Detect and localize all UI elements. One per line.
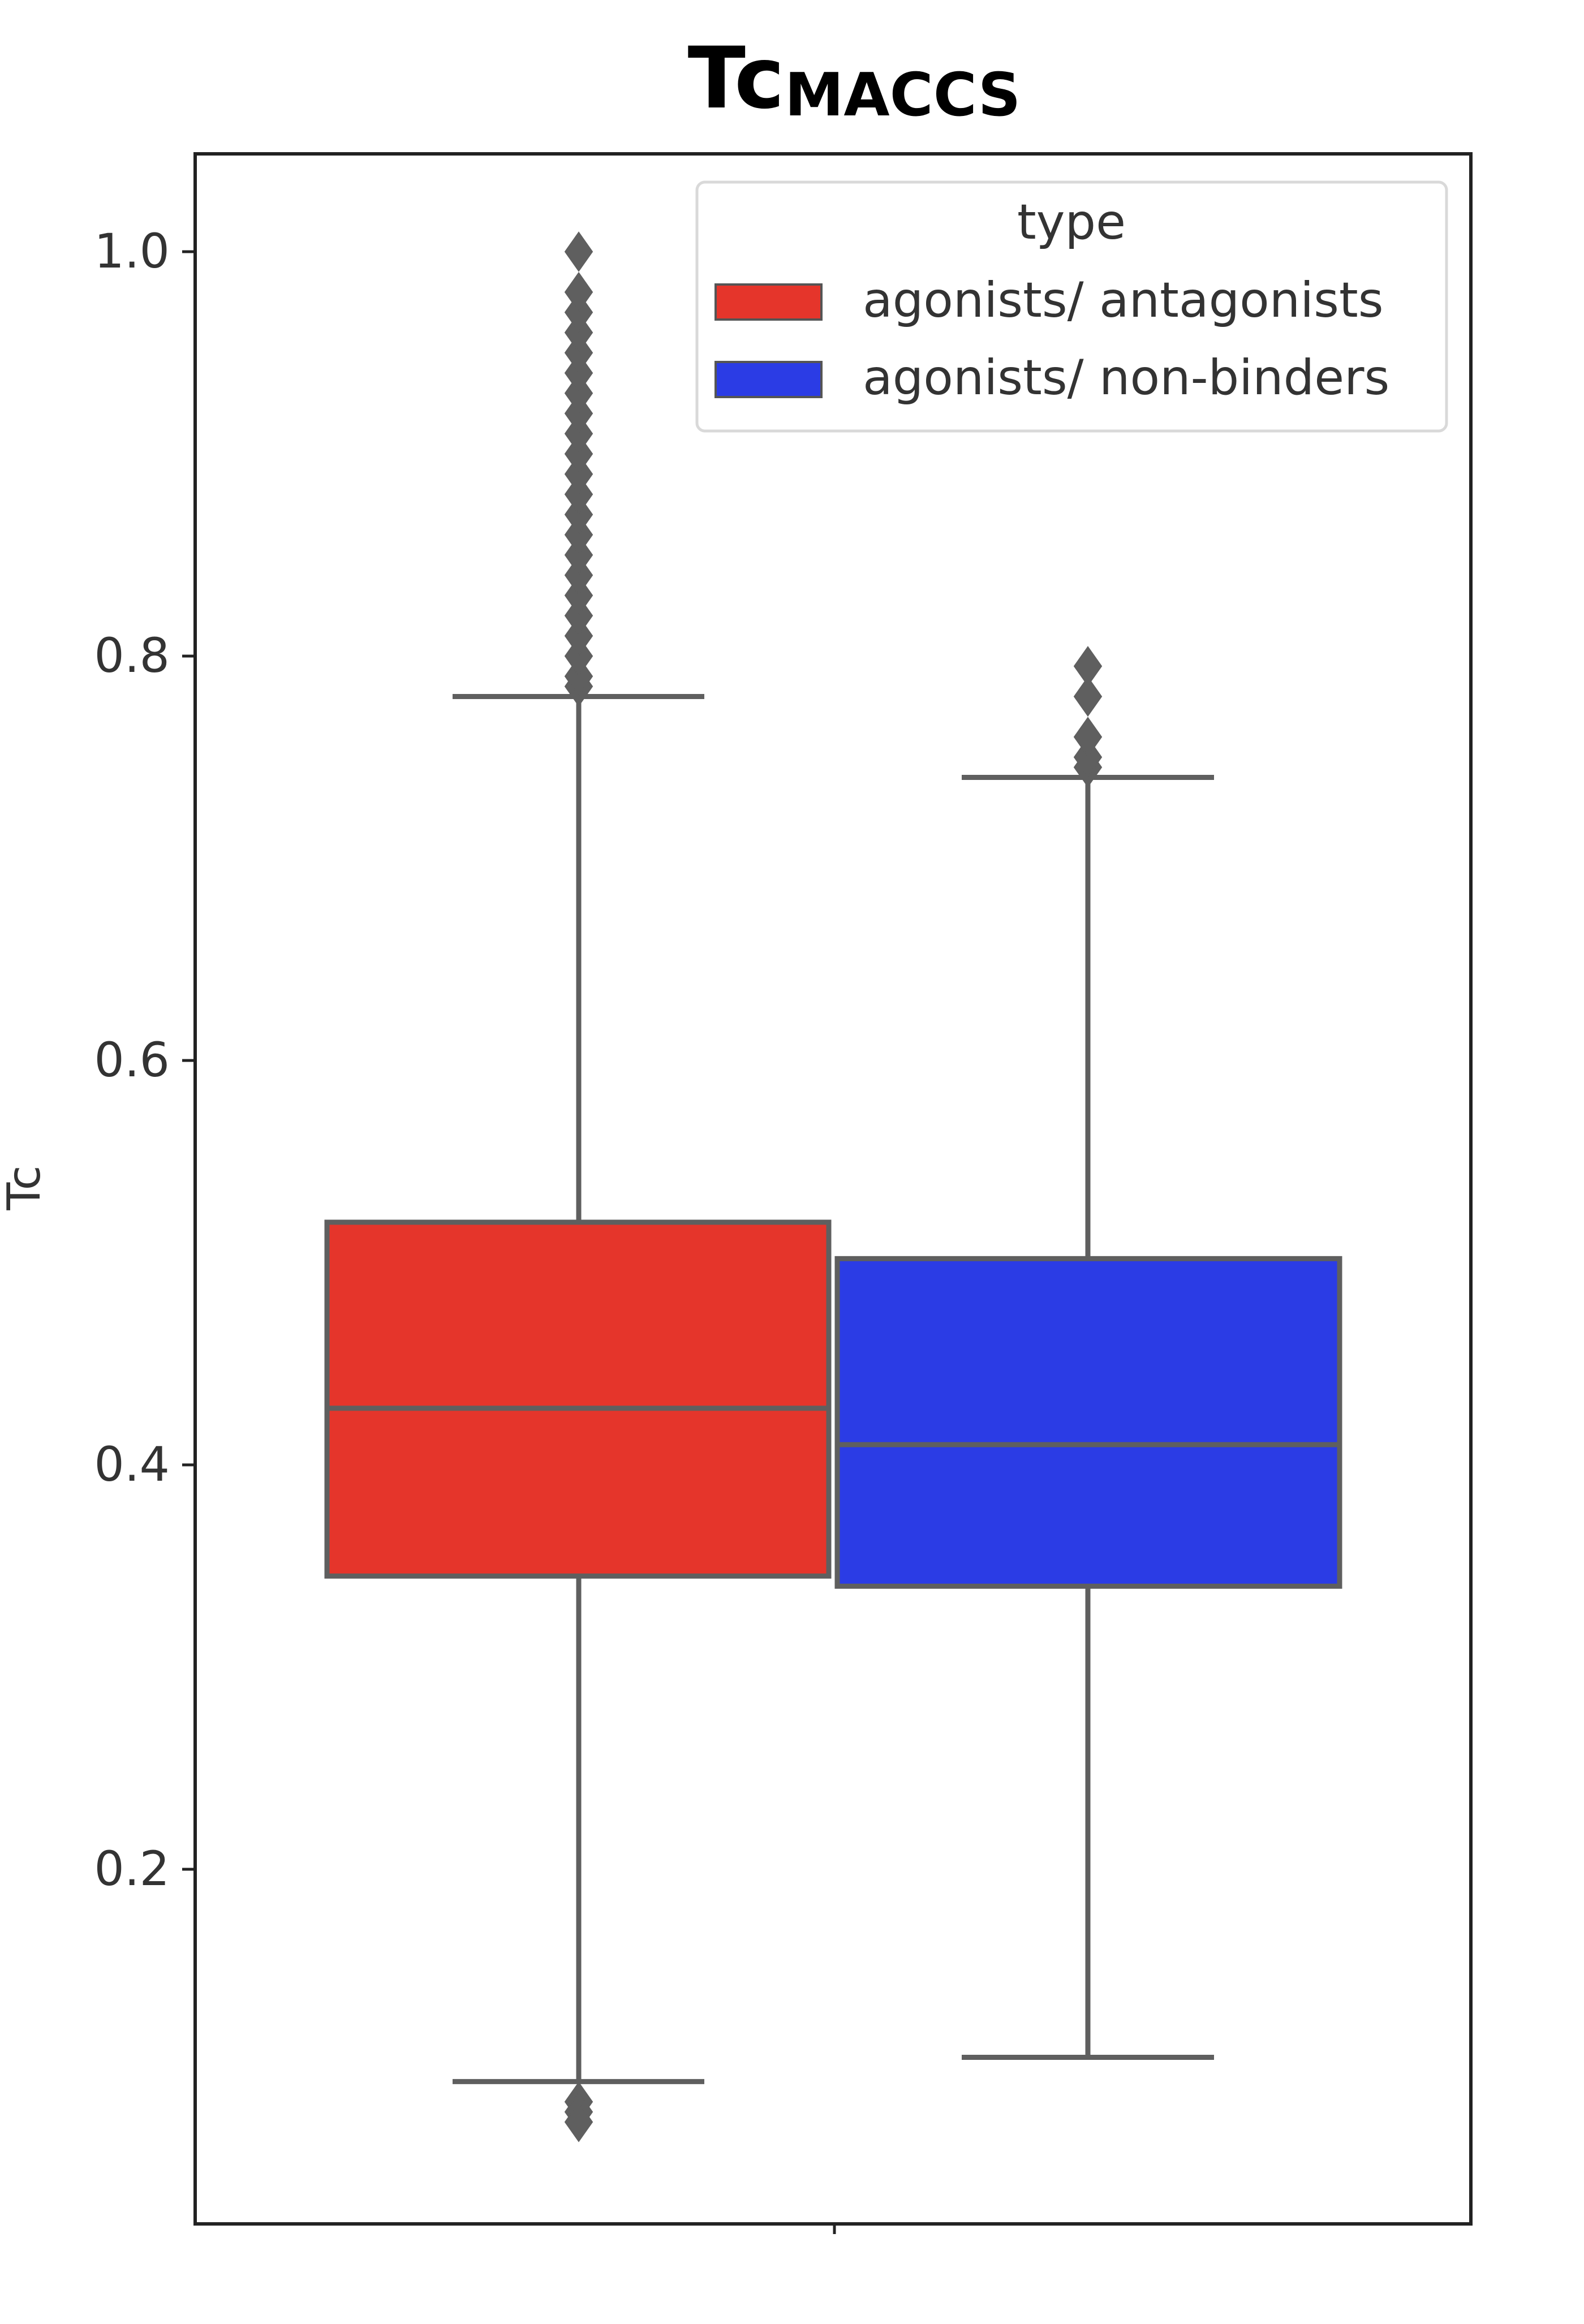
outlier-point-agonists-non-binders xyxy=(1073,737,1103,778)
outlier-point-agonists-antagonists xyxy=(564,656,593,697)
y-tick-label: 0.2 xyxy=(94,1841,170,1896)
y-axis-ticks: 0.2 0.4 0.6 0.8 1.0 xyxy=(94,223,195,1896)
outlier-point-agonists-antagonists xyxy=(564,333,593,373)
plot-frame xyxy=(193,152,1473,2226)
outlier-point-agonists-antagonists xyxy=(564,433,593,475)
box-agonists-antagonists xyxy=(324,1219,832,1579)
legend-label-agonists-antagonists: agonists/ antagonists xyxy=(863,272,1384,329)
legend-title: type xyxy=(1017,194,1126,251)
outlier-point-agonists-non-binders xyxy=(1073,646,1103,687)
outlier-point-agonists-antagonists xyxy=(564,271,593,313)
box-agonists-non-binders xyxy=(834,1256,1342,1589)
legend-label-agonists-non-binders: agonists/ non-binders xyxy=(863,350,1389,406)
outlier-point-agonists-antagonists xyxy=(564,393,593,434)
y-tick-label: 0.8 xyxy=(94,628,170,683)
outlier-point-agonists-antagonists xyxy=(564,2102,593,2142)
outlier-point-agonists-antagonists xyxy=(564,292,593,333)
chart-title: TcMACCS xyxy=(688,29,1021,130)
outlier-point-agonists-non-binders xyxy=(1073,676,1103,717)
outlier-point-agonists-antagonists xyxy=(564,352,593,394)
outlier-point-agonists-antagonists xyxy=(564,555,593,596)
outlier-point-agonists-antagonists xyxy=(564,494,593,535)
outlier-point-agonists-antagonists xyxy=(564,615,593,656)
y-tick-label: 0.6 xyxy=(94,1032,170,1088)
chart-title-main: Tc xyxy=(688,29,785,128)
outlier-point-agonists-antagonists xyxy=(564,575,593,616)
outlier-point-agonists-antagonists xyxy=(564,474,593,515)
outlier-point-agonists-antagonists xyxy=(564,413,593,454)
y-tick-label: 1.0 xyxy=(94,223,170,279)
legend-swatch-agonists-antagonists xyxy=(714,283,823,321)
outlier-point-agonists-antagonists xyxy=(564,231,593,272)
outlier-point-agonists-antagonists xyxy=(564,534,593,575)
chart-title-subscript: MACCS xyxy=(785,61,1021,130)
outlier-point-agonists-antagonists xyxy=(564,373,593,413)
outlier-point-agonists-non-binders xyxy=(1073,717,1103,757)
outlier-point-agonists-antagonists xyxy=(564,312,593,353)
legend-frame xyxy=(695,180,1448,433)
y-tick-label: 0.4 xyxy=(94,1437,170,1492)
box-series xyxy=(324,231,1342,2142)
outlier-point-agonists-antagonists xyxy=(564,454,593,494)
outlier-point-agonists-antagonists xyxy=(564,595,593,636)
outlier-point-agonists-antagonists xyxy=(564,636,593,676)
legend: type agonists/ antagonists agonists/ non… xyxy=(695,180,1448,433)
outlier-point-agonists-antagonists xyxy=(564,514,593,555)
legend-swatch-agonists-non-binders xyxy=(714,361,823,398)
y-axis-label: Tc xyxy=(0,1165,50,1210)
